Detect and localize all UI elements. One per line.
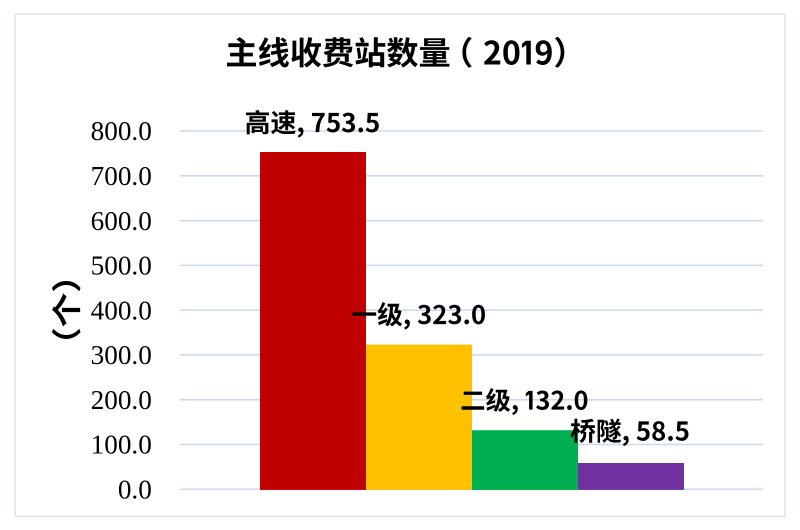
svg-text:600.0: 600.0 <box>91 206 152 236</box>
svg-text:200.0: 200.0 <box>91 385 152 415</box>
svg-text:800.0: 800.0 <box>91 116 152 146</box>
svg-text:300.0: 300.0 <box>91 340 152 370</box>
svg-text:500.0: 500.0 <box>91 251 152 281</box>
svg-text:400.0: 400.0 <box>91 295 152 325</box>
svg-text:100.0: 100.0 <box>91 430 152 460</box>
svg-text:0.0: 0.0 <box>118 475 152 505</box>
svg-text:700.0: 700.0 <box>91 161 152 191</box>
